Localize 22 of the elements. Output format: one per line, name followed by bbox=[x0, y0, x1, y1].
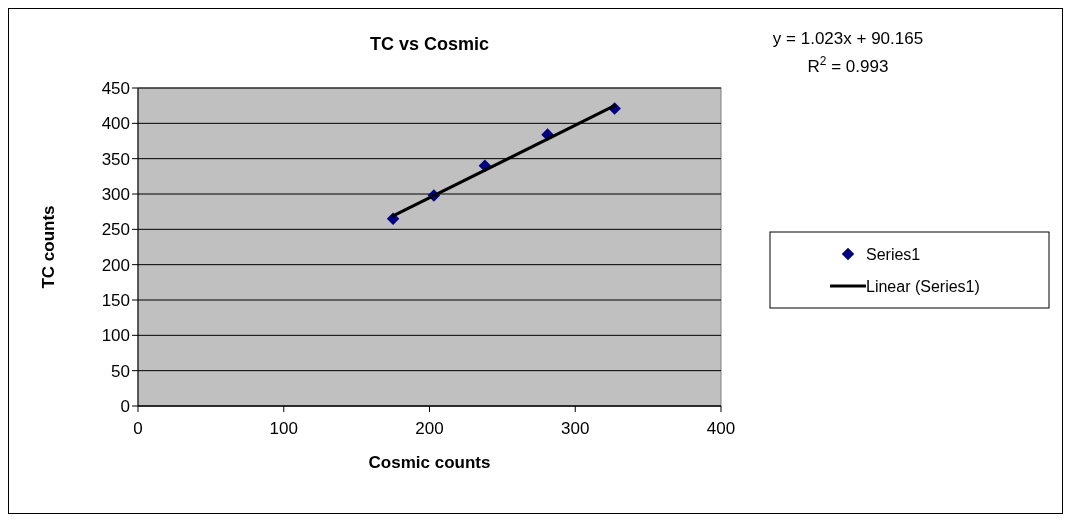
x-tick-label: 300 bbox=[561, 419, 590, 438]
chart-title: TC vs Cosmic bbox=[369, 34, 490, 54]
legend-label: Series1 bbox=[866, 245, 921, 263]
y-tick-label: 450 bbox=[101, 78, 130, 98]
x-tick-label: 200 bbox=[415, 419, 444, 438]
text: y = 1.023x + 90.165 bbox=[772, 29, 924, 48]
y-tick-label: 350 bbox=[101, 149, 130, 169]
y-tick-label: 50 bbox=[111, 361, 130, 381]
y-tick-label: 150 bbox=[101, 290, 130, 310]
text: R$^{2}$ = 0.993 bbox=[807, 54, 889, 76]
x-tick-label: 0 bbox=[133, 419, 143, 438]
x-tick-label: 400 bbox=[706, 419, 736, 438]
y-tick-label: 100 bbox=[101, 326, 130, 346]
y-tick-label: 400 bbox=[101, 114, 130, 134]
x-axis-title: Cosmic counts bbox=[368, 453, 491, 472]
x-tick-label: 100 bbox=[269, 419, 298, 438]
y-tick-label: 0 bbox=[120, 396, 130, 416]
y-tick-label: 300 bbox=[101, 184, 130, 204]
y-tick-label: 200 bbox=[101, 255, 130, 275]
y-axis-title: TC counts bbox=[39, 205, 58, 289]
y-tick-label: 250 bbox=[101, 220, 130, 240]
legend-label: Linear (Series1) bbox=[866, 277, 980, 295]
